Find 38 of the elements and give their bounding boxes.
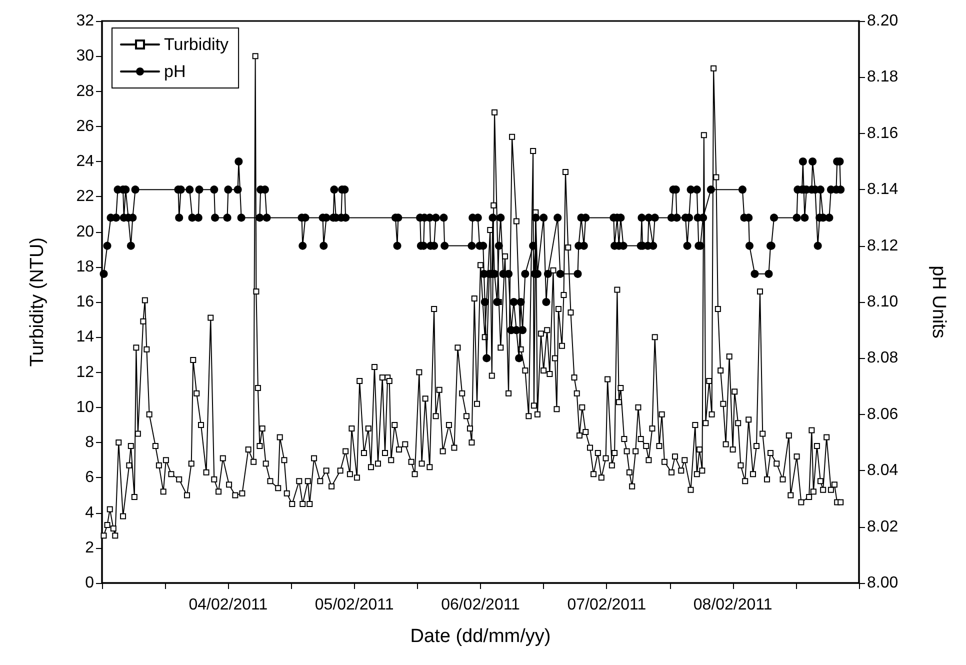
x-tick-label: 04/02/2011 <box>188 596 268 614</box>
y-tick-label: 20 <box>76 223 94 240</box>
y2-tick-label: 8.14 <box>867 181 898 198</box>
x-tick-label: 08/02/2011 <box>693 596 772 614</box>
y-tick-label: 28 <box>76 82 94 100</box>
y2-tick-label: 8.02 <box>867 518 898 536</box>
y-tick-label: 6 <box>85 469 94 486</box>
x-tick-label: 05/02/2011 <box>314 596 394 614</box>
y-tick-label: 24 <box>76 153 94 170</box>
y2-axis-title: pH Units <box>928 266 949 338</box>
y2-tick-label: 8.20 <box>867 12 898 30</box>
y-axis-title: Turbidity (NTU) <box>27 237 48 367</box>
y-tick-label: 16 <box>76 294 94 310</box>
y2-tick-label: 8.08 <box>867 350 898 367</box>
y-tick-label: 10 <box>76 398 94 416</box>
x-axis-title: Date (dd/mm/yy) <box>410 626 551 647</box>
y-tick-label: 26 <box>76 118 94 135</box>
y2-tick-label: 8.00 <box>867 574 898 592</box>
y2-tick-label: 8.10 <box>867 294 898 310</box>
y-tick-label: 18 <box>76 258 94 276</box>
y-tick-label: 2 <box>85 539 94 556</box>
legend-label: Turbidity <box>164 35 230 54</box>
y2-tick-label: 8.06 <box>867 406 898 423</box>
y-tick-label: 12 <box>76 364 94 381</box>
y-tick-label: 32 <box>76 12 94 30</box>
x-tick-label: 07/02/2011 <box>567 596 646 614</box>
y2-tick-label: 8.04 <box>867 462 898 480</box>
x-tick-label: 06/02/2011 <box>441 596 520 614</box>
legend-label: pH <box>164 62 186 81</box>
y-tick-label: 22 <box>76 188 94 206</box>
y-tick-label: 30 <box>76 48 94 65</box>
y-tick-label: 0 <box>85 574 94 592</box>
y2-tick-label: 8.16 <box>867 124 898 142</box>
y-tick-label: 14 <box>76 328 94 346</box>
y2-tick-label: 8.18 <box>867 68 898 86</box>
y-tick-label: 8 <box>85 434 94 451</box>
y2-tick-label: 8.12 <box>867 237 898 254</box>
y-tick-label: 4 <box>85 504 94 522</box>
